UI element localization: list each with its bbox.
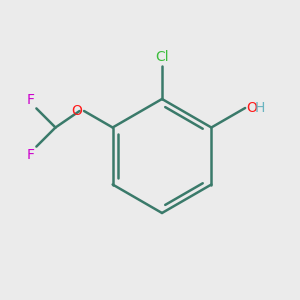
Text: F: F — [27, 148, 35, 162]
Text: O: O — [72, 104, 83, 118]
Text: H: H — [255, 101, 265, 115]
Text: O: O — [247, 101, 257, 115]
Text: Cl: Cl — [155, 50, 169, 64]
Text: F: F — [27, 93, 35, 107]
